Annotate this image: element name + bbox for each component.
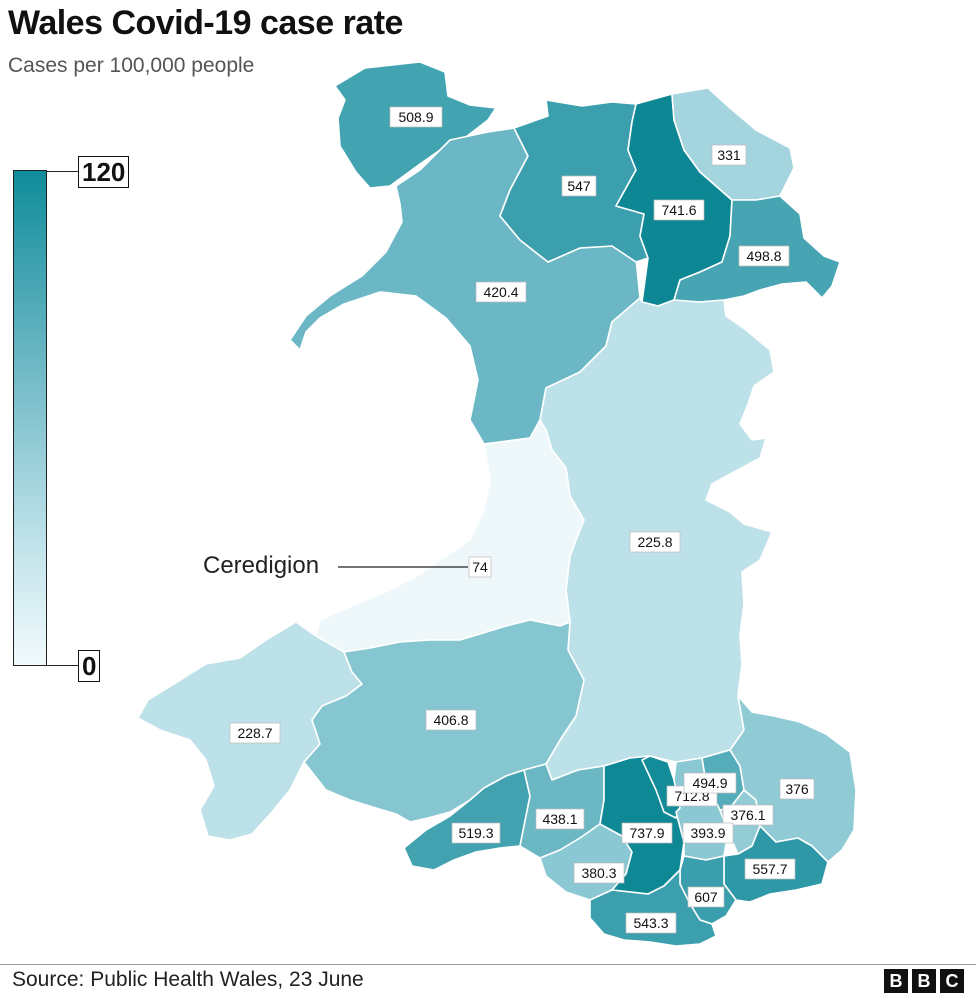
label-cardiff-value: 607 — [694, 889, 718, 905]
label-vale-of-glamorgan-value: 543.3 — [633, 915, 668, 931]
label-pembrokeshire-value: 228.7 — [237, 725, 272, 741]
label-powys: 225.8 — [629, 531, 681, 553]
label-bridgend: 380.3 — [573, 862, 625, 884]
label-gwynedd: 420.4 — [475, 281, 527, 303]
label-powys-value: 225.8 — [637, 534, 672, 550]
label-torfaen-value: 376.1 — [730, 807, 765, 823]
bbc-logo: B B C — [884, 969, 964, 993]
label-caerphilly-value: 393.9 — [690, 825, 725, 841]
source-note: Source: Public Health Wales, 23 June — [12, 968, 364, 991]
label-anglesey-value: 508.9 — [398, 109, 433, 125]
scale-max-label: 120 — [78, 156, 130, 188]
label-flintshire-value: 331 — [717, 147, 741, 163]
label-wrexham-value: 498.8 — [746, 248, 781, 264]
label-caerphilly: 393.9 — [682, 822, 734, 844]
footer-divider — [0, 964, 976, 965]
label-swansea-value: 519.3 — [458, 825, 493, 841]
label-cardiff: 607 — [687, 886, 725, 908]
label-denbighshire-value: 741.6 — [661, 202, 696, 218]
region-ceredigion[interactable] — [315, 419, 585, 653]
label-bridgend-value: 380.3 — [581, 865, 616, 881]
wales-map: 508.9 547 331 741.6 498.8 420.4 225.8 74… — [137, 61, 857, 947]
label-blaenau-gwent: 494.9 — [683, 772, 737, 794]
label-torfaen: 376.1 — [722, 804, 774, 826]
label-swansea: 519.3 — [451, 822, 501, 844]
label-rhondda-cynon-taf-value: 737.9 — [629, 825, 664, 841]
bbc-logo-letter-1: B — [884, 969, 908, 993]
label-vale-of-glamorgan: 543.3 — [625, 912, 677, 934]
label-monmouthshire-value: 376 — [785, 781, 809, 797]
label-conwy-value: 547 — [567, 178, 591, 194]
scale-max-tick — [46, 171, 78, 172]
bbc-logo-letter-2: B — [912, 969, 936, 993]
bbc-logo-letter-3: C — [940, 969, 964, 993]
label-wrexham: 498.8 — [738, 245, 790, 267]
label-rhondda-cynon-taf: 737.9 — [621, 822, 673, 844]
label-gwynedd-value: 420.4 — [483, 284, 518, 300]
label-anglesey: 508.9 — [389, 106, 443, 128]
label-monmouthshire: 376 — [779, 778, 815, 800]
scale-min-label: 0 — [78, 650, 101, 682]
ceredigion-callout-label: Ceredigion — [203, 552, 320, 579]
chart-subtitle: Cases per 100,000 people — [8, 54, 255, 77]
label-conwy: 547 — [561, 175, 597, 197]
label-newport-value: 557.7 — [752, 861, 787, 877]
region-labels: 508.9 547 331 741.6 498.8 420.4 225.8 74… — [229, 106, 815, 934]
scale-min-tick — [46, 665, 78, 666]
label-pembrokeshire: 228.7 — [229, 722, 281, 744]
label-carmarthenshire-value: 406.8 — [433, 712, 468, 728]
label-flintshire: 331 — [711, 144, 747, 166]
chart-title: Wales Covid-19 case rate — [8, 4, 403, 42]
label-ceredigion-value: 74 — [472, 559, 488, 575]
label-denbighshire: 741.6 — [653, 199, 705, 221]
label-neath-port-talbot: 438.1 — [535, 808, 585, 830]
label-blaenau-gwent-value: 494.9 — [692, 775, 727, 791]
label-neath-port-talbot-value: 438.1 — [542, 811, 577, 827]
label-newport: 557.7 — [744, 858, 796, 880]
color-scale-bar — [13, 170, 47, 666]
label-carmarthenshire: 406.8 — [425, 709, 477, 731]
label-ceredigion: 74 — [468, 556, 492, 578]
region-vale_of_glamorgan[interactable] — [589, 869, 717, 947]
